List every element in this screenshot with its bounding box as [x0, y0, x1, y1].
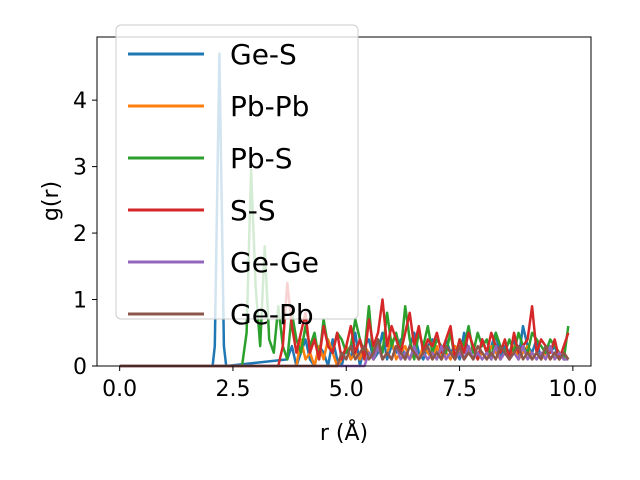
series-line-5 [119, 338, 570, 368]
y-tick-label: 2 [73, 222, 87, 247]
legend: Ge-S Pb-Pb Pb-S S-S Ge-Ge Ge-Pb [115, 24, 359, 331]
x-tick-label: 0.0 [102, 377, 137, 402]
y-tick-label: 1 [73, 289, 87, 314]
x-tick-label: 5.0 [329, 377, 364, 402]
x-tick-label: 2.5 [215, 377, 250, 402]
legend-label-1: Pb-Pb [230, 90, 309, 123]
y-tick-label: 3 [73, 156, 87, 181]
y-axis: 0 1 2 3 4 [73, 89, 97, 380]
x-axis-label: r (Å) [320, 419, 368, 446]
legend-label-0: Ge-S [230, 38, 297, 71]
y-axis-label: g(r) [39, 181, 64, 221]
legend-label-2: Pb-S [230, 142, 293, 175]
legend-label-4: Ge-Ge [230, 246, 319, 279]
legend-box [115, 24, 359, 320]
y-tick-label: 0 [73, 355, 87, 380]
x-tick-label: 10.0 [548, 377, 597, 402]
legend-label-5: Ge-Pb [230, 298, 314, 331]
x-tick-label: 7.5 [442, 377, 477, 402]
legend-label-3: S-S [230, 194, 276, 227]
y-tick-label: 4 [73, 89, 87, 114]
x-axis: 0.0 2.5 5.0 7.5 10.0 [102, 366, 597, 402]
